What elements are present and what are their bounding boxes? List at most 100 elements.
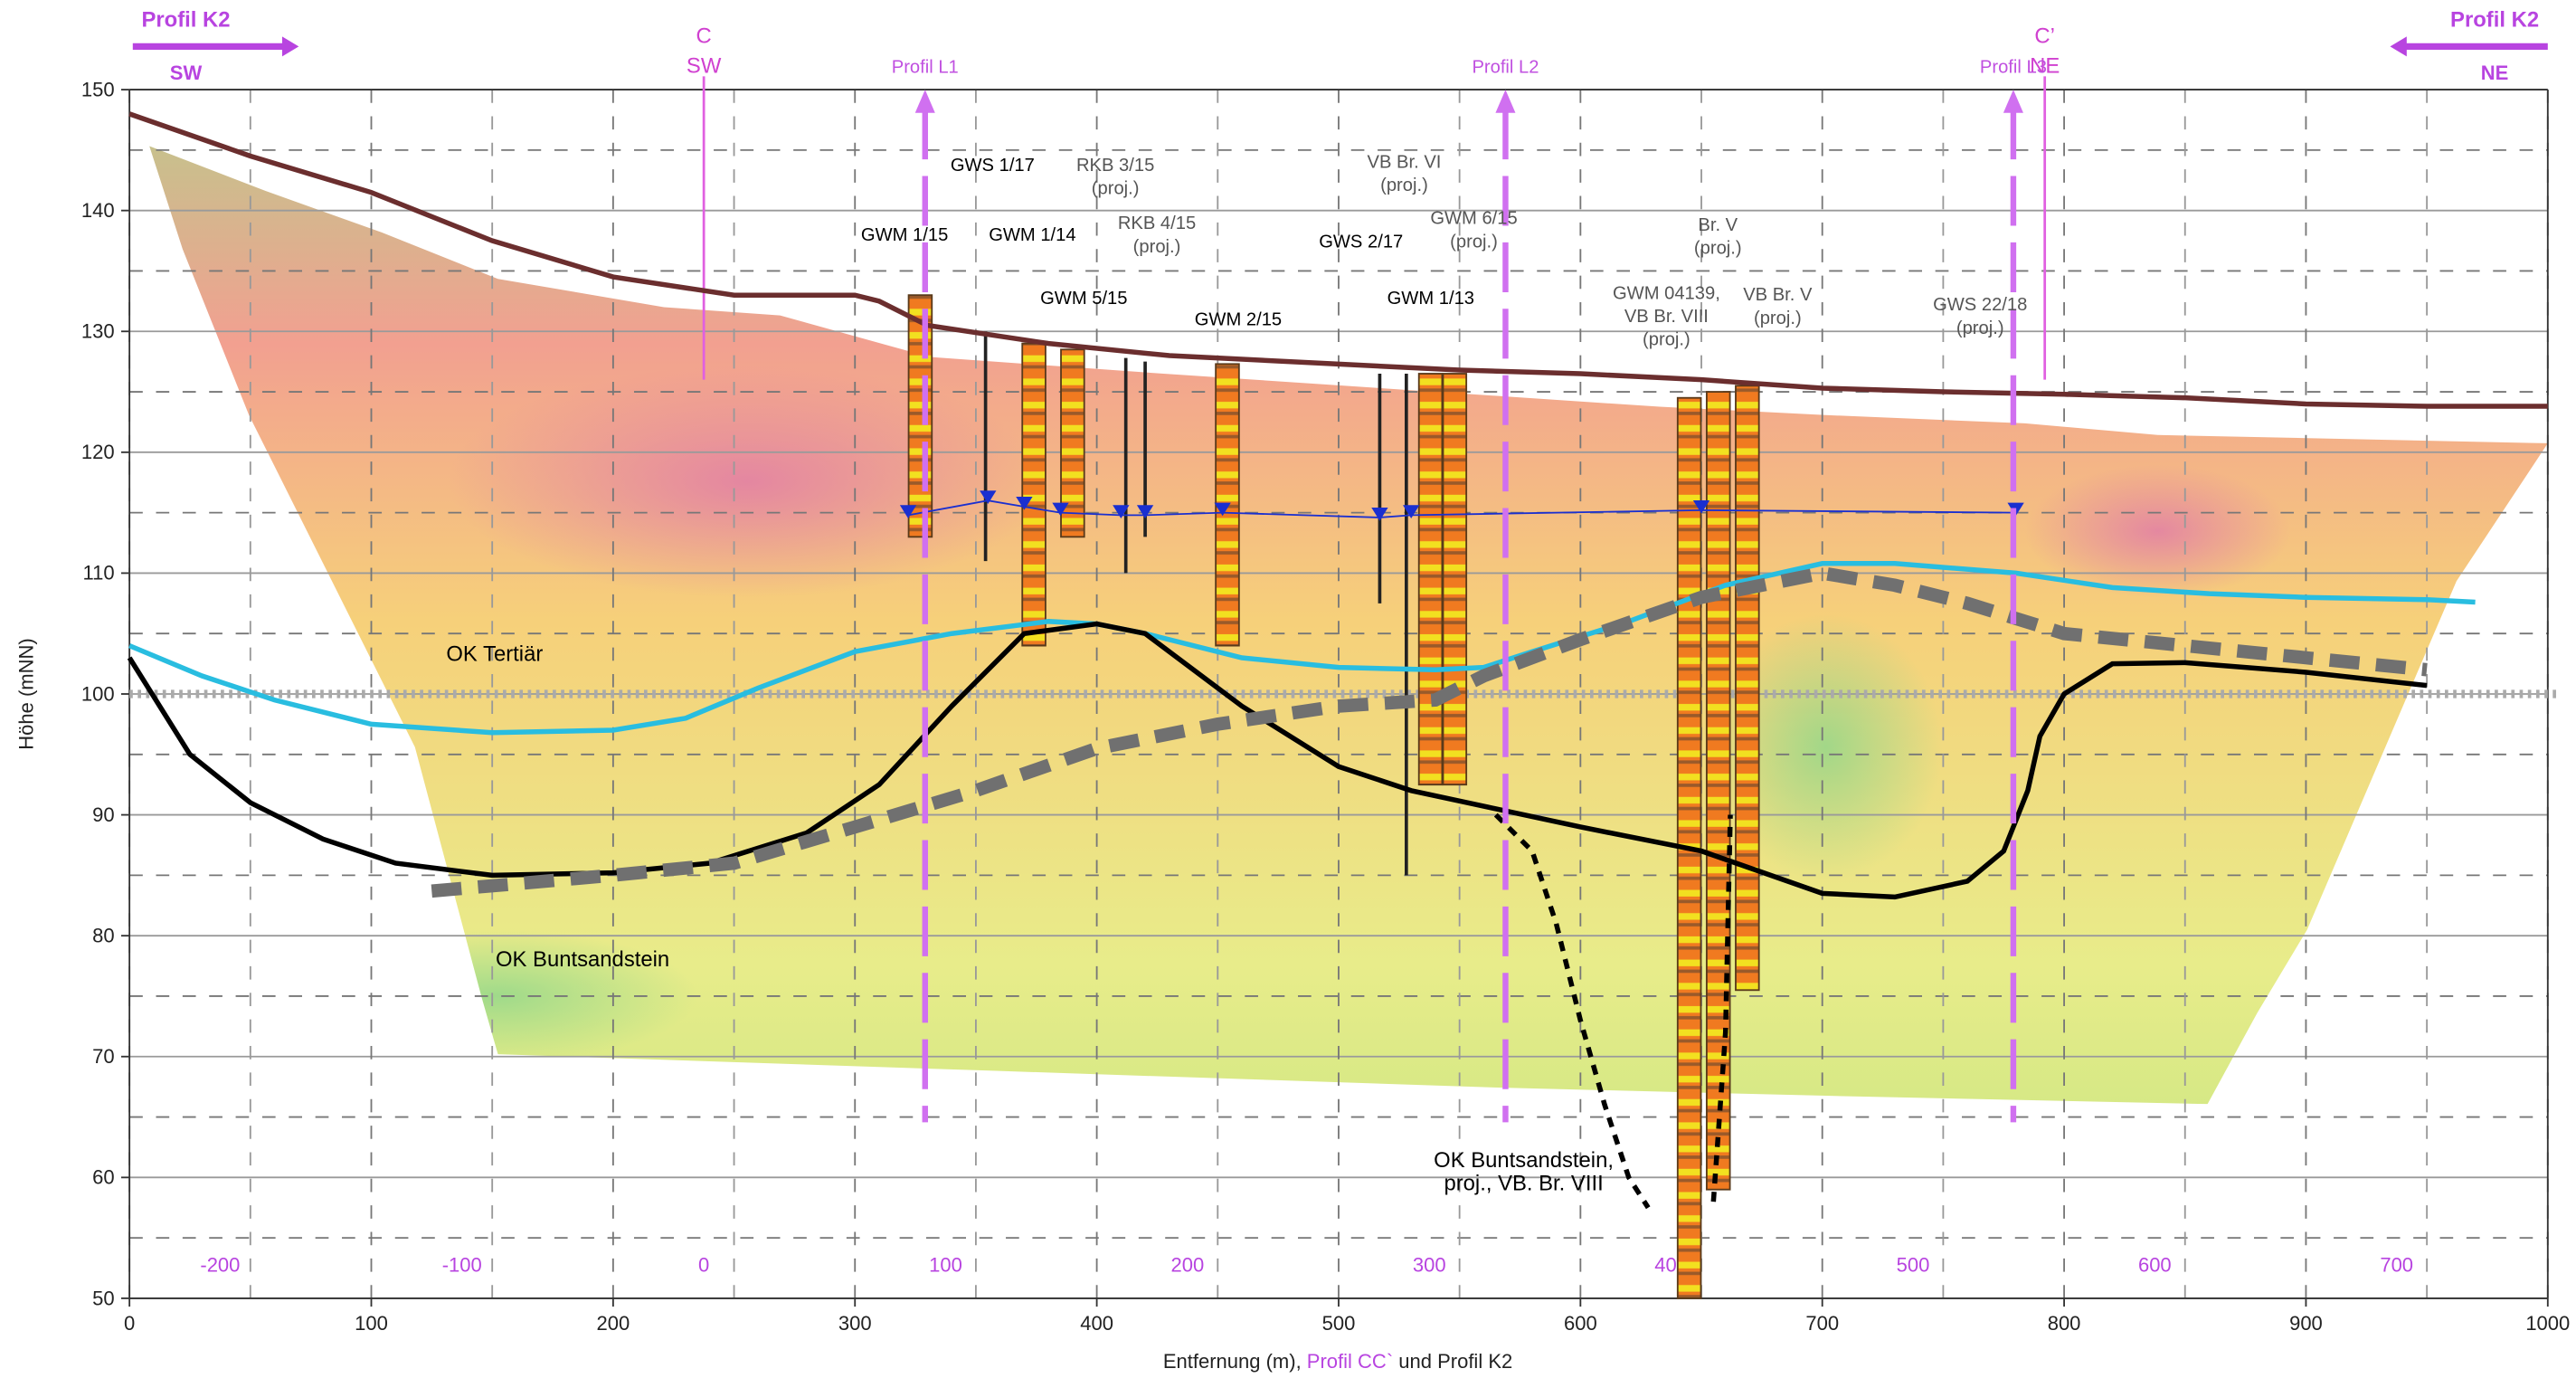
section-label: C’ bbox=[2034, 24, 2055, 49]
borehole bbox=[1735, 385, 1760, 992]
annotation: VB Br. VIII bbox=[1624, 307, 1709, 327]
annotation: OK Buntsandstein bbox=[496, 947, 669, 972]
borehole bbox=[1442, 373, 1468, 786]
annotation: (proj.) bbox=[1754, 309, 1802, 328]
x-tick-label: 800 bbox=[2048, 1312, 2081, 1335]
x-label-part: und Profil K2 bbox=[1393, 1350, 1512, 1373]
annotation: (proj.) bbox=[1133, 237, 1181, 257]
x-tick-label: 500 bbox=[1322, 1312, 1356, 1335]
annotation: (proj.) bbox=[1450, 232, 1498, 252]
annotation: (proj.) bbox=[1380, 176, 1428, 195]
water-level-marker bbox=[1403, 505, 1420, 518]
section-label: SW bbox=[687, 54, 722, 79]
y-tick-label: 80 bbox=[92, 925, 114, 947]
profile-arrow bbox=[2003, 90, 2023, 113]
annotation: (proj.) bbox=[1694, 239, 1742, 259]
series-line bbox=[128, 561, 2476, 736]
annotation: (proj.) bbox=[1092, 179, 1140, 199]
y-tick-label: 140 bbox=[81, 199, 115, 222]
borehole bbox=[907, 294, 933, 538]
section-label: C bbox=[696, 24, 712, 49]
annotation: GWS 22/18 bbox=[1933, 295, 2027, 315]
x-tick-label: 600 bbox=[1564, 1312, 1597, 1335]
section-label: NE bbox=[2030, 54, 2060, 79]
x-tick-label: 700 bbox=[1805, 1312, 1839, 1335]
annotation: VB Br. V bbox=[1743, 285, 1813, 305]
annotation: GWM 04139, bbox=[1613, 283, 1720, 303]
series-line bbox=[431, 565, 2428, 898]
x-label-part: Entfernung (m), bbox=[1163, 1350, 1307, 1373]
profile-label: Profil L3 bbox=[1980, 58, 2047, 78]
annotation: VB Br. VI bbox=[1368, 152, 1442, 172]
y-tick-label: 120 bbox=[81, 441, 115, 463]
water-level-marker bbox=[1113, 505, 1130, 518]
corner-label: SW bbox=[170, 62, 203, 84]
x-tick-label: 0 bbox=[124, 1312, 135, 1335]
annotation: GWM 6/15 bbox=[1430, 209, 1517, 229]
x-tick-label: 100 bbox=[355, 1312, 388, 1335]
annotation: GWM 1/15 bbox=[861, 225, 948, 245]
water-level-marker bbox=[980, 490, 997, 504]
y-tick-label: 50 bbox=[92, 1287, 114, 1309]
y-tick-label: 150 bbox=[81, 78, 115, 100]
marks: C SW C’ NE Profil L1 Profil L2 Profil L3 GWM 1/… bbox=[127, 24, 2548, 1299]
x-tick-label: 400 bbox=[1080, 1312, 1113, 1335]
y-tick-label: 100 bbox=[81, 682, 115, 705]
x2-tick-label: 600 bbox=[2138, 1254, 2172, 1277]
annotation: proj., VB. Br. VIII bbox=[1444, 1172, 1603, 1196]
x2-tick-label: -200 bbox=[200, 1254, 240, 1277]
borehole bbox=[1705, 391, 1731, 1191]
y-tick-label: 110 bbox=[83, 562, 115, 584]
corner-label: NE bbox=[2481, 62, 2509, 84]
x2-tick-label: 300 bbox=[1413, 1254, 1446, 1277]
annotation: GWM 1/13 bbox=[1387, 289, 1474, 309]
x2-tick-label: 100 bbox=[929, 1254, 962, 1277]
borehole bbox=[1021, 342, 1046, 647]
series-line bbox=[1493, 813, 1733, 1210]
annotation: RKB 3/15 bbox=[1076, 156, 1154, 176]
series-line bbox=[127, 621, 2428, 900]
y-axis-label: Höhe (mNN) bbox=[15, 638, 38, 749]
x-label-part: Profil CC` bbox=[1307, 1350, 1393, 1373]
y-tick-label: 70 bbox=[92, 1045, 114, 1068]
annotation: GWM 1/14 bbox=[989, 225, 1075, 245]
annotation: GWM 2/15 bbox=[1195, 310, 1282, 330]
y-tick-label: 60 bbox=[92, 1166, 114, 1189]
x2-tick-label: -100 bbox=[442, 1254, 482, 1277]
water-level-marker bbox=[1214, 502, 1231, 517]
profile-label: Profil L1 bbox=[892, 58, 959, 78]
x2-tick-label: 700 bbox=[2380, 1254, 2413, 1277]
x-tick-label: 900 bbox=[2289, 1312, 2323, 1335]
water-level-marker bbox=[1052, 502, 1069, 517]
y-tick-label: 90 bbox=[92, 803, 114, 826]
x2-tick-label: 200 bbox=[1171, 1254, 1205, 1277]
arrow bbox=[132, 36, 299, 57]
annotation: GWM 5/15 bbox=[1040, 289, 1127, 309]
x-tick-label: 300 bbox=[838, 1312, 872, 1335]
water-level-marker bbox=[1692, 499, 1710, 514]
x-tick-label: 1000 bbox=[2525, 1312, 2570, 1335]
series-line bbox=[128, 111, 2548, 409]
annotation: (proj.) bbox=[1643, 330, 1690, 350]
water-level-marker bbox=[1136, 505, 1154, 518]
annotation: OK Tertiär bbox=[446, 641, 543, 666]
corner-label: Profil K2 bbox=[142, 7, 231, 32]
profile-arrow bbox=[914, 90, 935, 113]
x-axis-label: Entfernung (m), Profil CC` und Profil K2 bbox=[1163, 1350, 1512, 1373]
water-level-marker bbox=[1016, 496, 1033, 510]
annotation: GWS 1/17 bbox=[951, 156, 1035, 176]
profile-label: Profil L2 bbox=[1472, 58, 1539, 78]
arrow bbox=[2390, 36, 2548, 57]
borehole bbox=[1417, 373, 1444, 786]
y-tick-label: 130 bbox=[81, 320, 115, 343]
x2-tick-label: 0 bbox=[698, 1254, 709, 1277]
profile-arrow bbox=[1495, 90, 1516, 113]
annotation: (proj.) bbox=[1956, 318, 2004, 338]
annotation: OK Buntsandstein, bbox=[1434, 1148, 1614, 1173]
corner-label: Profil K2 bbox=[2450, 7, 2539, 32]
x-tick-label: 200 bbox=[597, 1312, 630, 1335]
water-level-marker bbox=[1371, 507, 1388, 521]
